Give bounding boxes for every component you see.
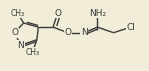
Text: N: N (17, 41, 24, 50)
Text: O: O (64, 28, 71, 37)
Text: CH₃: CH₃ (25, 48, 39, 57)
Text: Cl: Cl (126, 23, 135, 32)
Text: O: O (11, 28, 18, 37)
Text: O: O (54, 9, 61, 18)
Text: NH₂: NH₂ (89, 9, 106, 18)
Text: CH₃: CH₃ (11, 9, 25, 18)
Text: N: N (81, 28, 87, 37)
